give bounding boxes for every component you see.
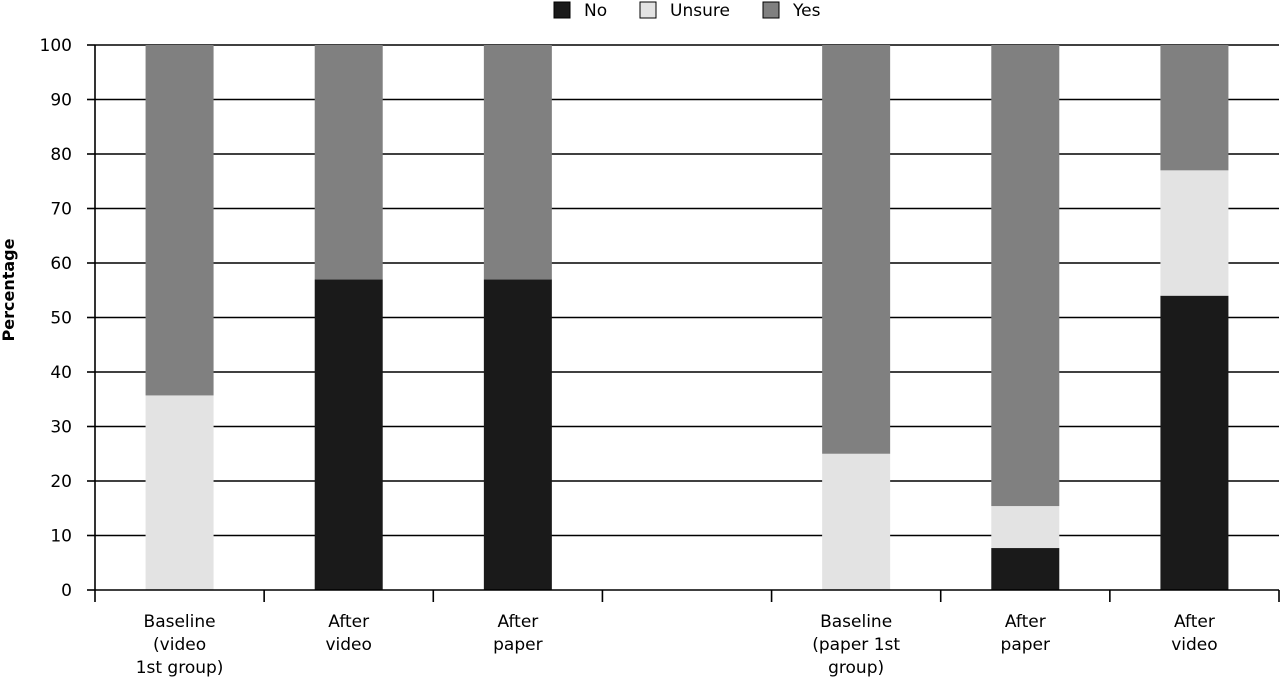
bar-segment-no: [1160, 295, 1229, 590]
bar-segment-yes: [314, 45, 383, 280]
bar-segment-no: [483, 279, 552, 590]
legend-swatch-unsure: [639, 1, 657, 19]
x-category-label: Baseline (video 1st group): [136, 612, 224, 678]
x-category-labels: Baseline (video 1st group) After video After p…: [136, 612, 1218, 678]
x-category-label: After paper: [493, 612, 542, 655]
y-tick-label: 60: [50, 254, 72, 274]
bar-segment-yes: [822, 45, 891, 454]
y-axis-title: Percentage: [0, 238, 18, 341]
y-tick-labels: 0 10 20 30 40 50 60 70 80 90 100: [40, 36, 95, 601]
y-tick-label: 0: [61, 581, 72, 601]
y-tick-label: 30: [50, 418, 72, 438]
axes: [94, 45, 1280, 602]
legend-swatch-no: [553, 1, 571, 19]
x-category-label: After paper: [1001, 612, 1050, 655]
bar-segment-yes: [1160, 45, 1229, 171]
y-tick-label: 70: [50, 200, 72, 220]
y-tick-label: 80: [50, 145, 72, 165]
y-tick-label: 50: [50, 309, 72, 329]
legend: No Unsure Yes: [553, 1, 821, 21]
bars: [145, 45, 1229, 590]
bar-segment-unsure: [822, 453, 891, 590]
x-category-label: After video: [1171, 612, 1217, 655]
y-tick-label: 20: [50, 472, 72, 492]
legend-label-no: No: [584, 1, 607, 21]
y-tick-label: 40: [50, 363, 72, 383]
y-tick-label: 90: [50, 91, 72, 111]
bar-segment-unsure: [991, 506, 1060, 549]
bar-segment-yes: [145, 45, 214, 396]
x-category-label: Baseline (paper 1st group): [812, 612, 900, 678]
bar-segment-no: [314, 279, 383, 590]
bar-segment-yes: [991, 45, 1060, 507]
legend-label-unsure: Unsure: [670, 1, 730, 21]
bar-segment-unsure: [1160, 170, 1229, 296]
legend-swatch-yes: [762, 1, 780, 19]
x-category-label: After video: [325, 612, 371, 655]
bar-segment-no: [991, 548, 1060, 590]
bar-segment-yes: [483, 45, 552, 280]
bar-segment-unsure: [145, 395, 214, 590]
legend-label-yes: Yes: [792, 1, 821, 21]
y-tick-label: 10: [50, 527, 72, 547]
grid-lines: [95, 44, 1279, 537]
y-tick-label: 100: [40, 36, 72, 56]
